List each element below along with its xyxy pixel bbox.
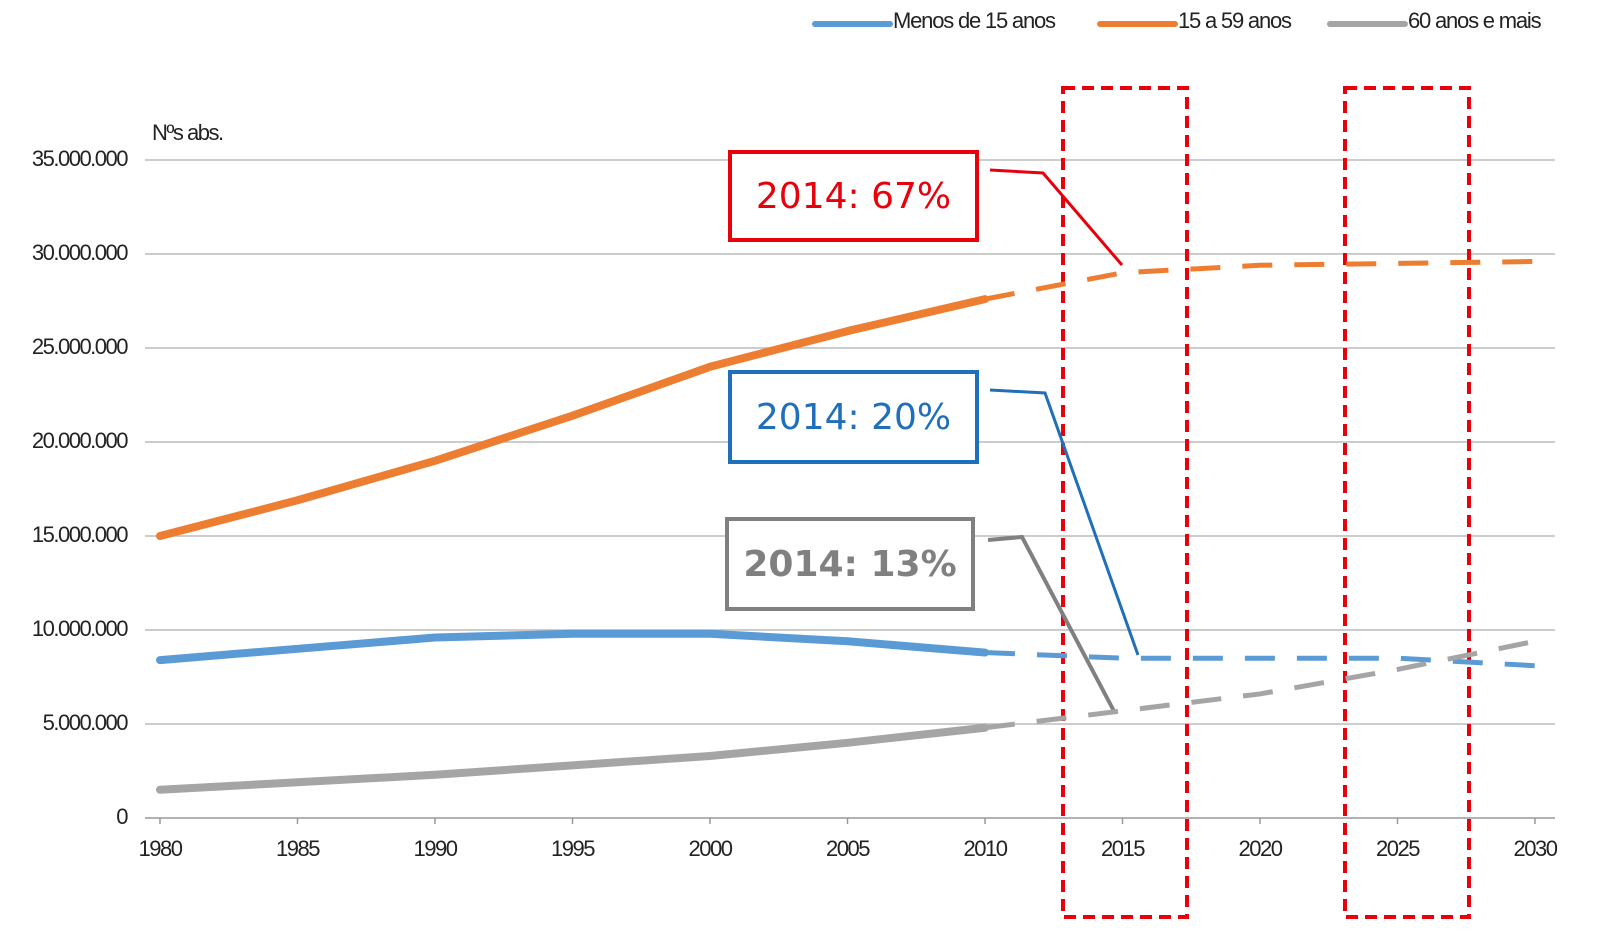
x-tick-label: 1995 [551,836,595,861]
leader-line [989,388,1140,656]
highlight-box [1061,86,1189,919]
y-tick-label: 0 [116,804,128,829]
y-tick-label: 20.000.000 [32,428,128,453]
legend-label: Menos de 15 anos [893,8,1056,33]
x-tick-label: 2010 [964,836,1008,861]
line-solid [156,629,989,665]
x-tick-label: 1990 [414,836,458,861]
y-tick-label: 15.000.000 [32,522,128,547]
annotation-box [725,517,975,611]
line-projection [984,638,1536,731]
highlight-box [1343,86,1471,919]
leader-line [989,168,1124,266]
annotation-text: 2014: 13% [743,544,956,585]
line-solid [156,723,989,794]
x-tick-label: 2005 [826,836,870,861]
y-tick-label: 35.000.000 [32,146,128,171]
x-tick-label: 1980 [139,836,183,861]
y-tick-label: 10.000.000 [32,616,128,641]
leader-line [987,534,1117,714]
legend-label: 60 anos e mais [1408,8,1542,33]
line-projection [984,650,1536,669]
line-projection [984,259,1536,302]
annotation-text: 2014: 20% [756,397,951,438]
legend-label: 15 a 59 anos [1178,8,1292,33]
x-tick-label: 2030 [1514,836,1558,861]
x-tick-label: 1985 [276,836,320,861]
y-tick-label: 30.000.000 [32,240,128,265]
y-tick-label: 25.000.000 [32,334,128,359]
y-tick-label: 5.000.000 [43,710,129,735]
annotation-box [728,370,979,464]
annotation-box [728,150,979,242]
annotation-text: 2014: 67% [756,176,951,217]
x-tick-label: 2020 [1239,836,1283,861]
x-tick-label: 2025 [1376,836,1420,861]
line-solid [156,295,989,540]
x-tick-label: 2015 [1101,836,1145,861]
y-axis-label: Nºs abs. [152,120,223,145]
x-tick-label: 2000 [689,836,733,861]
